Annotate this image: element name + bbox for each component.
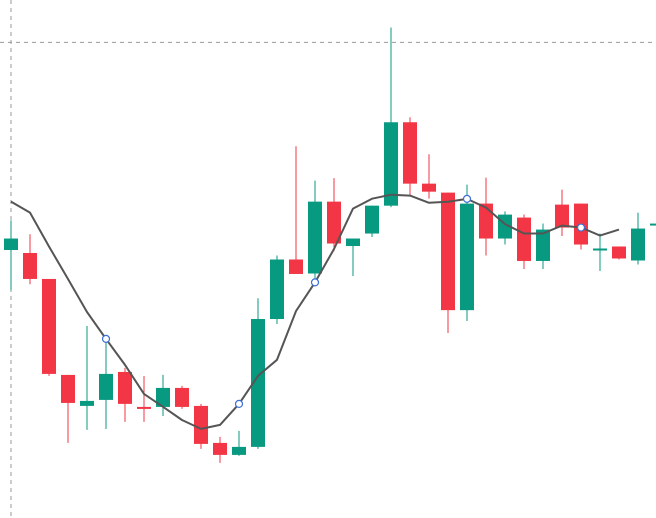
candle-body <box>99 373 113 400</box>
candle <box>61 374 75 443</box>
candle-body <box>213 442 227 455</box>
candle <box>555 189 569 237</box>
candle <box>517 214 531 269</box>
candle-body <box>517 217 531 261</box>
candle-body <box>4 238 18 251</box>
candle-body <box>251 319 265 447</box>
candle <box>365 205 379 238</box>
candle-body <box>270 259 284 320</box>
candle <box>441 192 455 333</box>
candle-body <box>80 400 94 406</box>
candle <box>460 184 474 321</box>
candle <box>536 223 550 269</box>
ma-markers-group <box>101 194 586 408</box>
candle-body <box>289 259 303 274</box>
candle-body <box>194 405 208 444</box>
candle <box>384 27 398 208</box>
candle <box>308 180 322 282</box>
candle <box>631 212 645 265</box>
candle-body <box>156 387 170 407</box>
ma-marker <box>101 334 111 343</box>
candle <box>23 234 37 285</box>
candle-body <box>536 229 550 261</box>
ma-marker <box>234 399 244 408</box>
candle-body <box>479 203 493 239</box>
candle <box>4 220 18 291</box>
candle-body <box>42 278 56 374</box>
candle <box>99 335 113 429</box>
candle <box>251 298 265 449</box>
candle-body <box>327 201 341 244</box>
candle <box>650 223 656 226</box>
ma-marker <box>576 223 586 232</box>
candle-body <box>612 246 626 259</box>
candle-body <box>137 406 151 409</box>
candle <box>118 367 132 422</box>
candle-body <box>650 223 656 226</box>
candle-body <box>308 201 322 274</box>
candle-body <box>422 183 436 192</box>
candle-body <box>593 248 607 251</box>
candle-body <box>631 228 645 261</box>
candle <box>137 375 151 422</box>
candle <box>232 430 246 456</box>
candle <box>327 178 341 252</box>
candle <box>270 255 284 325</box>
candles-group <box>4 27 656 463</box>
candle <box>175 385 189 409</box>
candle <box>593 233 607 271</box>
candle-body <box>384 122 398 206</box>
candle <box>403 117 417 196</box>
candle <box>422 154 436 199</box>
candle-body <box>175 387 189 407</box>
candle <box>42 278 56 376</box>
ma-marker <box>462 194 472 203</box>
candle-body <box>118 371 132 404</box>
candle <box>498 211 512 245</box>
candle <box>346 238 360 276</box>
candle <box>156 374 170 416</box>
candle <box>213 436 227 463</box>
candle-body <box>61 374 75 403</box>
candle-body <box>232 446 246 455</box>
candle-body <box>403 122 417 184</box>
candle-body <box>23 252 37 279</box>
candle-body <box>346 238 360 247</box>
candle <box>289 146 303 274</box>
candle-body <box>365 205 379 234</box>
candle-body <box>441 192 455 311</box>
candle <box>80 325 94 430</box>
candle-body <box>555 204 569 228</box>
candle <box>612 246 626 260</box>
candle-body <box>460 203 474 311</box>
candle <box>194 403 208 449</box>
ma-marker <box>310 278 320 287</box>
candle <box>479 177 493 256</box>
